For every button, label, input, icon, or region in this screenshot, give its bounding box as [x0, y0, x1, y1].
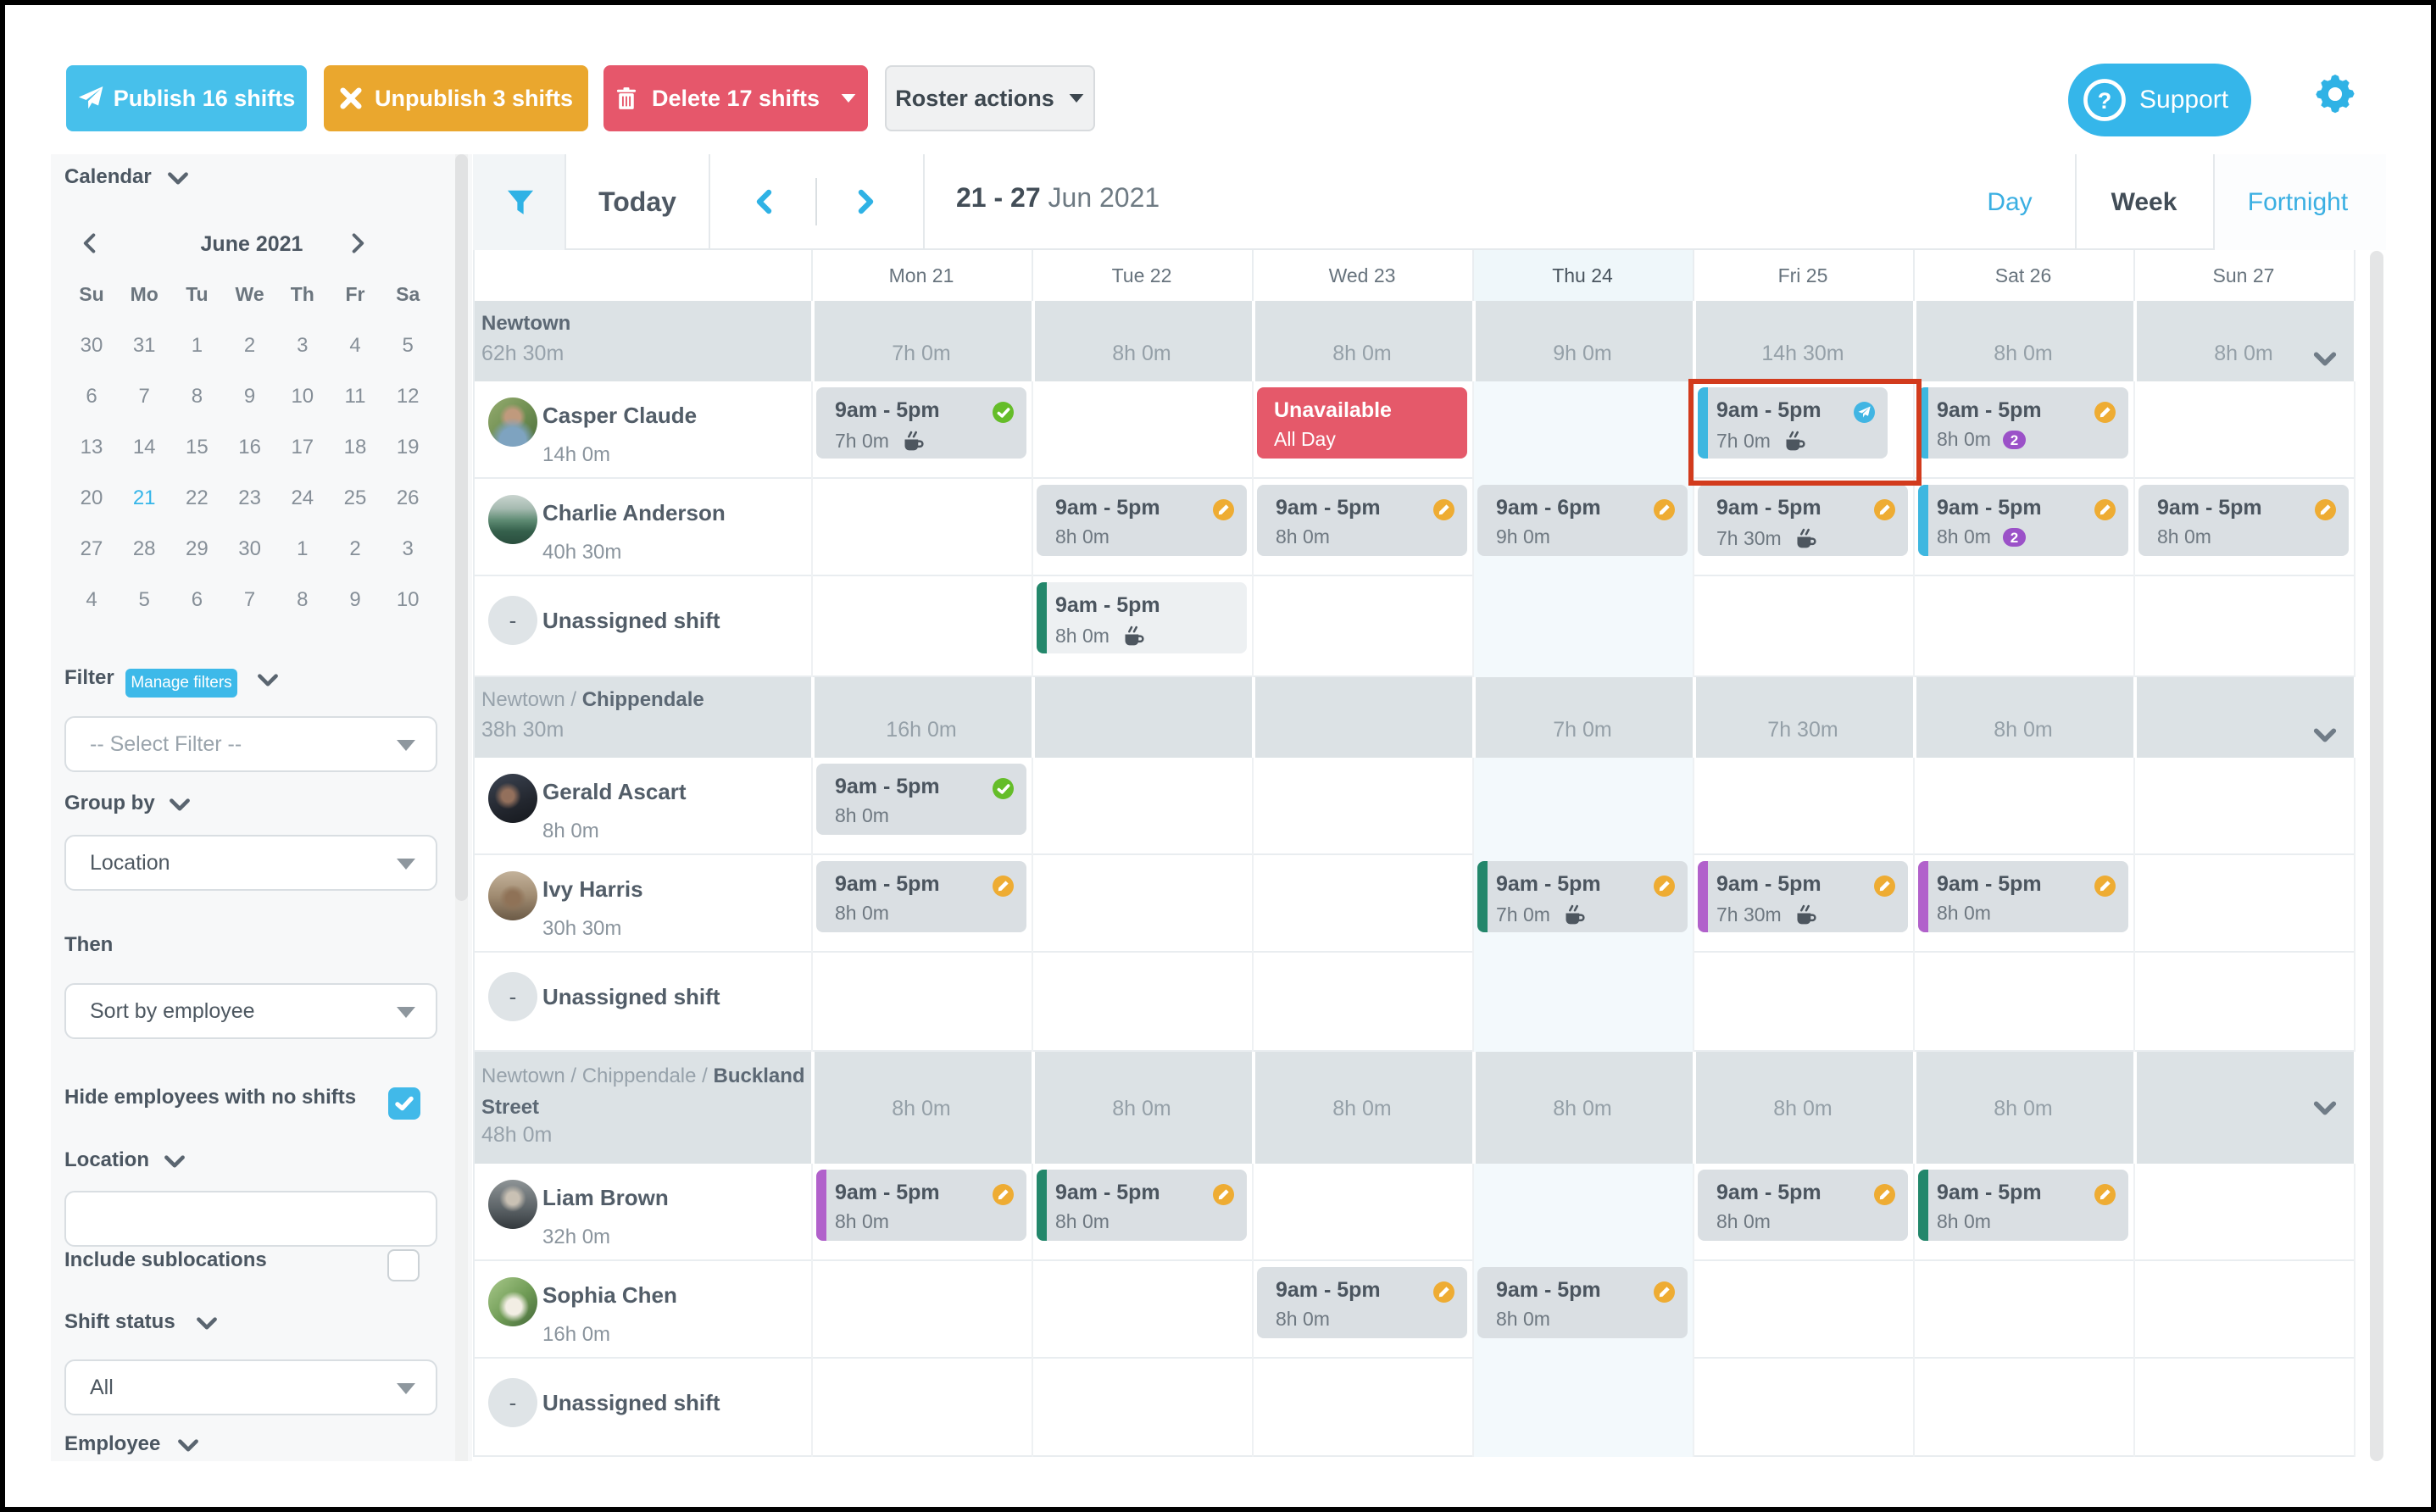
svg-text:?: ? — [2098, 88, 2112, 114]
